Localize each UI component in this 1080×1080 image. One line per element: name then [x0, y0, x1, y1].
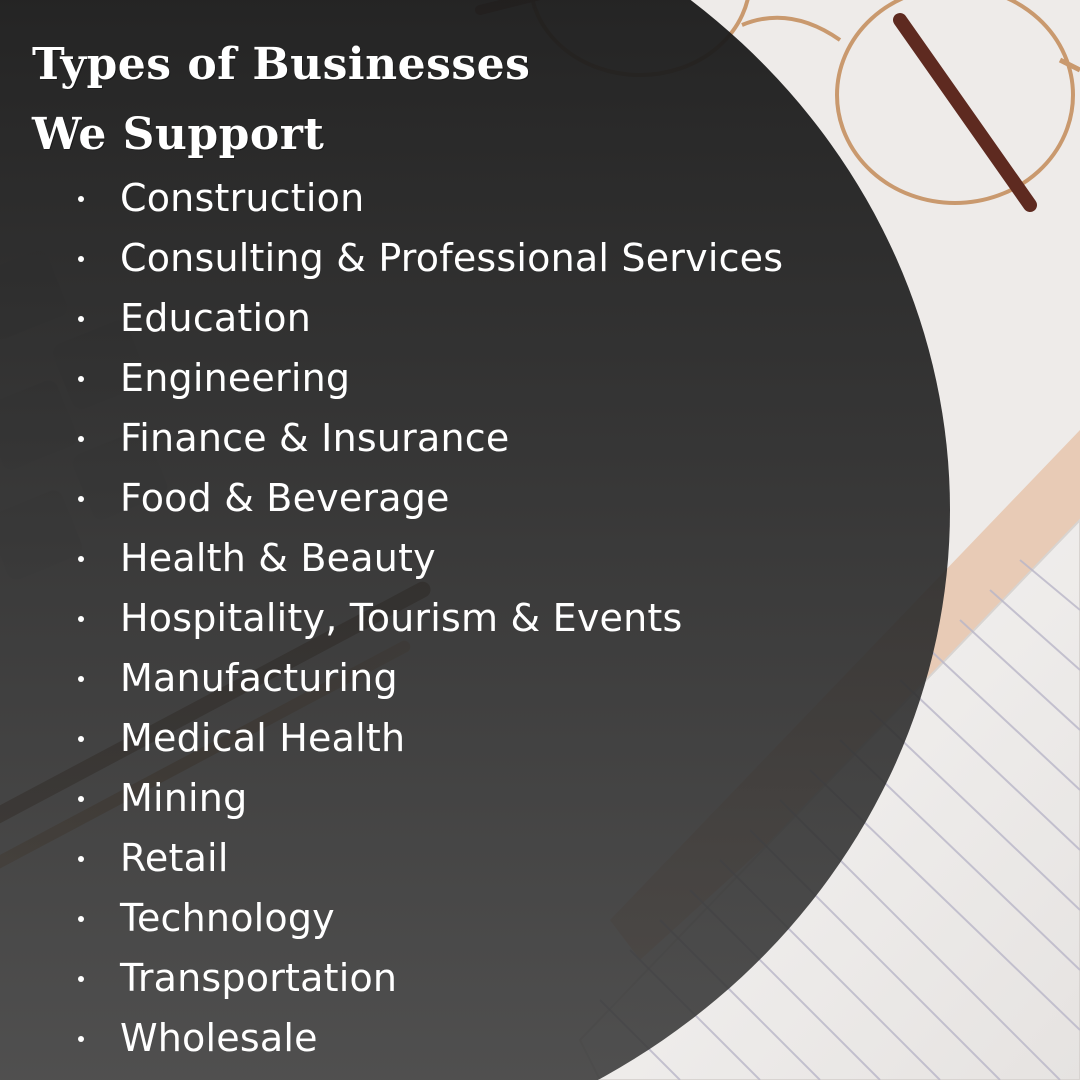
bullet-icon [78, 556, 84, 562]
list-item-label: Finance & Insurance [120, 416, 510, 460]
bullet-icon [78, 436, 84, 442]
list-item-label: Medical Health [120, 716, 406, 760]
bullet-icon [78, 676, 84, 682]
bullet-icon [78, 916, 84, 922]
bullet-icon [78, 196, 84, 202]
bullet-icon [78, 856, 84, 862]
list-item-label: Hospitality, Tourism & Events [120, 596, 683, 640]
bullet-icon [78, 796, 84, 802]
bullet-icon [78, 616, 84, 622]
list-item-label: Construction [120, 176, 365, 220]
bullet-icon [78, 256, 84, 262]
bullet-icon [78, 1036, 84, 1042]
list-item-label: Food & Beverage [120, 476, 450, 520]
list-item-label: Wholesale [120, 1016, 318, 1060]
bullet-icon [78, 376, 84, 382]
dark-overlay [0, 0, 950, 1080]
list-item-label: Transportation [120, 956, 398, 1000]
title-line-1: Types of Businesses [32, 39, 531, 90]
list-item-label: Retail [120, 836, 229, 880]
bullet-icon [78, 496, 84, 502]
bullet-icon [78, 316, 84, 322]
list-item-label: Engineering [120, 356, 351, 400]
list-item-label: Mining [120, 776, 248, 820]
list-item-label: Education [120, 296, 311, 340]
list-item-label: Manufacturing [120, 656, 398, 700]
bullet-icon [78, 736, 84, 742]
bullet-icon [78, 976, 84, 982]
title-line-2: We Support [32, 109, 325, 160]
list-item-label: Consulting & Professional Services [120, 236, 784, 280]
list-item-label: Health & Beauty [120, 536, 436, 580]
page-title: Types of Businesses We Support [32, 30, 530, 170]
list-item-label: Technology [120, 896, 335, 940]
